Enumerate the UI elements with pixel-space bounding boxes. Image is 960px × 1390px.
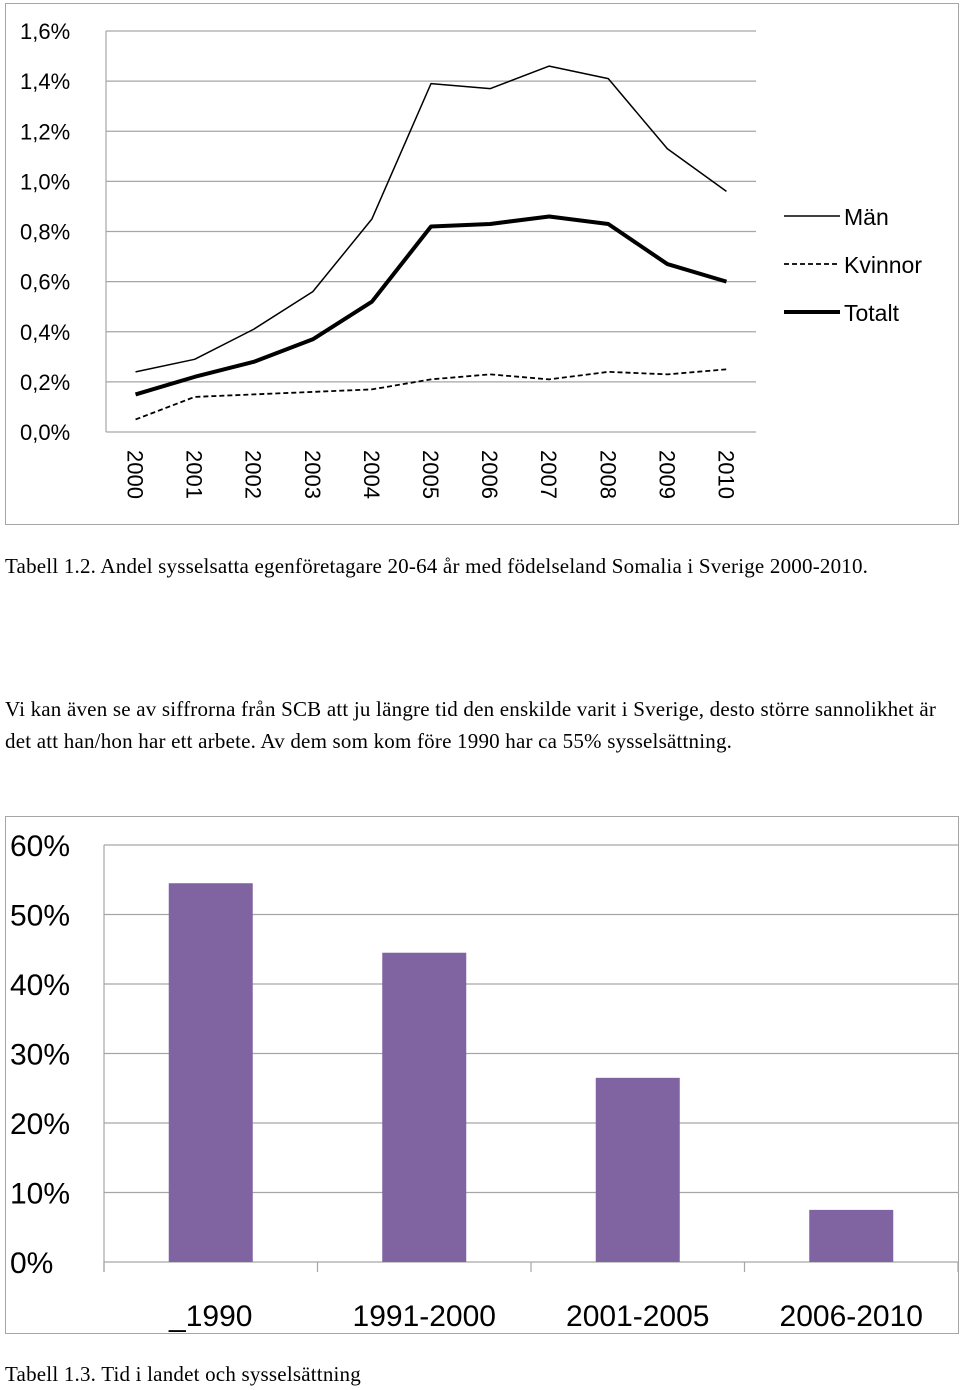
y-tick-label: 0% <box>10 1247 53 1280</box>
bar <box>168 883 253 1262</box>
y-tick-label: 1,2% <box>20 119 70 144</box>
y-tick-label: 0,8% <box>20 220 70 245</box>
y-tick-label: 20% <box>10 1108 70 1141</box>
x-tick-label: 2003 <box>300 450 325 499</box>
y-tick-label: 0,6% <box>20 270 70 295</box>
series-line-kvinnor <box>135 368 727 421</box>
x-tick-label: 2006 <box>477 450 502 499</box>
x-tick-label: 2001-2005 <box>566 1300 709 1333</box>
y-tick-label: 10% <box>10 1178 70 1211</box>
y-tick-label: 0,0% <box>20 420 70 445</box>
x-tick-label: 2008 <box>595 450 620 499</box>
x-tick-label: 2005 <box>418 450 443 499</box>
caption-table-1-2: Tabell 1.2. Andel sysselsatta egenföreta… <box>5 554 869 578</box>
y-tick-label: 0,4% <box>20 320 70 345</box>
bar <box>382 952 467 1262</box>
y-tick-label: 1,0% <box>20 169 70 194</box>
x-tick-label: 2002 <box>241 450 266 499</box>
legend-label: Kvinnor <box>844 252 922 278</box>
y-tick-label: 40% <box>10 969 70 1002</box>
y-tick-label: 1,4% <box>20 69 70 94</box>
line-chart-canvas: 0,0% 0,2% 0,4% 0,6% 0,8% 1,0% 1,2% 1,4% 1,6% 2000… <box>20 19 922 499</box>
y-tick-label: 1,6% <box>20 19 70 44</box>
y-tick-label: 60% <box>10 830 70 863</box>
series-line-totalt <box>134 214 728 397</box>
y-tick-label: 30% <box>10 1039 70 1072</box>
x-tick-label: 2007 <box>536 450 561 499</box>
y-tick-label: 0,2% <box>20 370 70 395</box>
x-tick-label: 2000 <box>123 450 148 499</box>
caption-table-1-3: Tabell 1.3. Tid i landet och sysselsättn… <box>5 1362 361 1386</box>
series-line-män <box>135 65 727 373</box>
bar <box>809 1209 894 1262</box>
x-tick-label: 2009 <box>654 450 679 499</box>
x-tick-label: 2001 <box>182 450 207 499</box>
line-chart: 0,0% 0,2% 0,4% 0,6% 0,8% 1,0% 1,2% 1,4% 1,6% 2000… <box>5 3 959 525</box>
y-tick-label: 50% <box>10 900 70 933</box>
bar-chart: 0% 10% 20% 30% 40% 50% 60% _1990 1991-2000 2001-2… <box>5 816 959 1334</box>
x-tick-label: 2006-2010 <box>780 1300 923 1333</box>
body-paragraph: Vi kan även se av siffrorna från SCB att… <box>5 697 942 753</box>
x-tick-label: 2010 <box>713 450 738 499</box>
legend-label: Totalt <box>844 300 900 326</box>
x-tick-label: 2004 <box>359 450 384 499</box>
x-tick-label: _1990 <box>168 1300 252 1333</box>
x-tick-label: 1991-2000 <box>353 1300 496 1333</box>
bar-chart-canvas: 0% 10% 20% 30% 40% 50% 60% _1990 1991-2000 2001-2… <box>10 830 959 1333</box>
bar <box>595 1077 680 1262</box>
legend-label: Män <box>844 204 889 230</box>
